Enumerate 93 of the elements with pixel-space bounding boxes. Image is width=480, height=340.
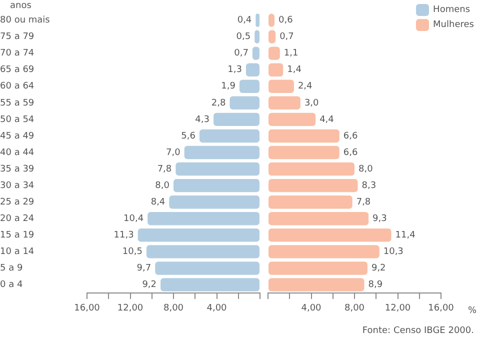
y-tick-label: 35 a 39 [0,164,34,174]
bar [268,63,284,76]
data-label: 8,3 [362,180,376,191]
y-tick-label: 70 a 74 [0,48,34,59]
y-tick-label: 40 a 44 [0,148,34,158]
bar [199,129,260,143]
bar [246,63,260,76]
data-label: 7,8 [157,164,172,174]
bar [148,212,260,226]
y-tick-label: 50 a 54 [0,114,34,125]
legend-label: Mulheres [433,20,474,30]
x-tick-label: 8,00 [163,304,184,314]
y-tick-label: 80 ou mais [0,16,50,26]
y-tick-label: 25 a 29 [0,197,34,208]
bar [268,212,369,226]
bar [169,195,260,209]
x-tick-label: 8,00 [344,304,365,314]
bar [268,112,316,126]
data-label: 0,4 [237,16,252,26]
y-tick-label: 0 a 4 [0,280,23,290]
bar [268,46,280,60]
data-label: 7,0 [166,148,181,158]
data-label: 1,9 [221,82,236,92]
bar [268,162,354,176]
bar [268,245,380,258]
data-label: 0,7 [280,32,294,42]
x-axis-title: % [468,306,477,316]
bar [239,80,260,93]
y-tick-label: 65 a 69 [0,65,34,76]
bar [268,262,368,275]
bar [268,146,340,160]
data-label: 4,4 [320,114,334,125]
y-tick-label: 15 a 19 [0,230,34,240]
bar [138,228,260,242]
data-label: 7,8 [356,197,371,208]
y-tick-label: 75 a 79 [0,32,34,42]
data-label: 3,0 [304,98,320,108]
bar [146,245,260,258]
bar [268,129,340,143]
bar [268,228,392,242]
y-tick-label: 55 a 59 [0,98,34,108]
data-label: 4,3 [195,114,210,125]
bar [155,262,260,275]
source-note: Fonte: Censo IBGE 2000. [362,326,474,336]
data-label: 1,1 [284,48,298,59]
bar [268,195,352,209]
bar [184,146,260,160]
y-axis-title: anos [10,1,32,11]
data-label: 8,0 [155,180,170,191]
data-label: 1,3 [228,65,242,76]
data-label: 0,5 [236,32,251,42]
data-label: 11,4 [395,230,416,240]
bar [268,178,358,192]
y-tick-label: 20 a 24 [0,214,34,224]
data-label: 11,3 [114,230,134,240]
data-label: 9,2 [371,264,386,274]
y-tick-label: 60 a 64 [0,82,34,92]
y-tick-label: 30 a 34 [0,180,34,191]
y-tick-label: 5 a 9 [0,264,23,274]
data-label: 10,4 [124,214,144,224]
x-tick-label: 12,00 [117,304,144,314]
x-tick-label: 16,00 [74,304,100,314]
data-label: 9,2 [142,280,157,290]
data-label: 10,3 [383,247,404,258]
data-label: 0,6 [278,16,294,26]
legend-label: Homens [433,4,470,14]
x-tick-label: 4,00 [206,304,228,314]
y-tick-label: 45 a 49 [0,131,34,142]
x-tick-label: 12,00 [384,304,411,314]
data-label: 8,9 [368,280,383,290]
data-label: 6,6 [343,148,358,158]
data-label: 9,7 [136,264,152,274]
bar [160,278,260,292]
data-label: 5,6 [181,131,196,142]
data-label: 0,7 [234,48,248,59]
x-tick-label: 4,00 [301,304,322,314]
y-tick-label: 10 a 14 [0,247,34,258]
data-label: 6,6 [343,131,358,142]
bar [214,112,260,126]
data-label: 8,4 [150,197,166,208]
bar [268,80,294,93]
bar [176,162,260,176]
bar [268,278,364,292]
data-label: 8,0 [358,164,374,174]
data-label: 10,5 [122,247,142,258]
bar [268,96,300,110]
data-label: 2,8 [211,98,226,108]
bar [174,178,260,192]
data-label: 1,4 [287,65,302,76]
bar [230,96,260,110]
data-label: 2,4 [298,82,313,92]
data-label: 9,3 [372,214,387,224]
x-tick-label: 16,00 [428,304,454,314]
